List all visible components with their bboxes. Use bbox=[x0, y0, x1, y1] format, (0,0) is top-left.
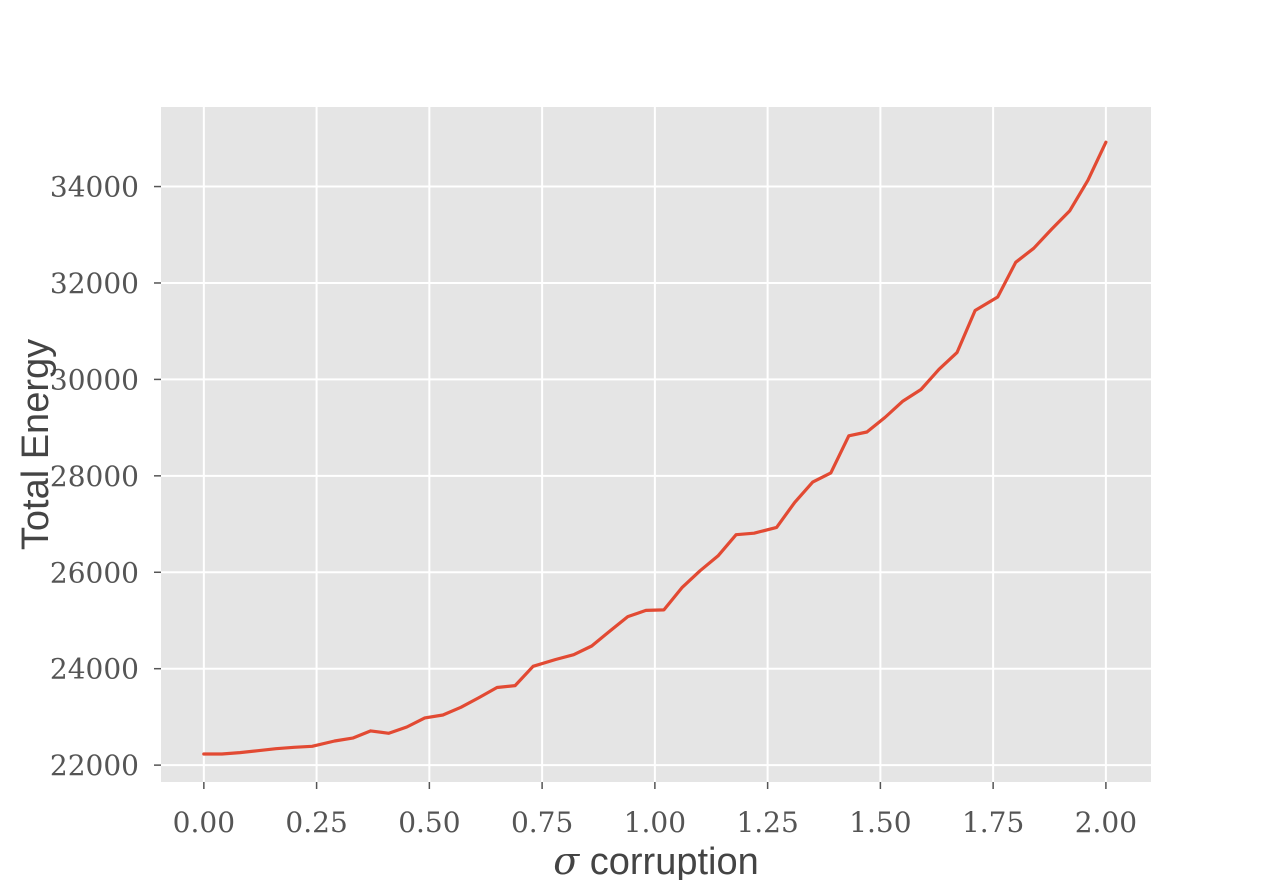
x-tick-label: 1.25 bbox=[736, 806, 798, 839]
y-axis-label: Total Energy bbox=[15, 339, 57, 550]
y-tick-label: 30000 bbox=[50, 363, 139, 396]
y-tick-label: 32000 bbox=[50, 267, 139, 300]
x-tick-label: 2.00 bbox=[1075, 806, 1137, 839]
x-tick-label: 1.50 bbox=[849, 806, 911, 839]
y-tick-label: 28000 bbox=[50, 460, 139, 493]
grid bbox=[161, 107, 1151, 782]
y-tick-label: 26000 bbox=[50, 556, 139, 589]
plot-area bbox=[161, 107, 1151, 782]
y-tick-label: 22000 bbox=[50, 749, 139, 782]
series-line bbox=[202, 140, 1108, 756]
x-axis-label: σ corruption bbox=[553, 839, 759, 880]
x-tick-label: 1.00 bbox=[624, 806, 686, 839]
y-tick-label: 34000 bbox=[50, 171, 139, 204]
x-tick-label: 0.50 bbox=[398, 806, 460, 839]
axis-ticks: 0.00 0.25 0.50 0.75 1.00 1.25 1.50 1.75 2.00 2200… bbox=[50, 171, 1137, 839]
x-tick-label: 1.75 bbox=[962, 806, 1024, 839]
x-tick-label: 0.25 bbox=[285, 806, 347, 839]
y-tick-label: 24000 bbox=[50, 653, 139, 686]
x-tick-label: 0.00 bbox=[173, 806, 235, 839]
x-tick-label: 0.75 bbox=[511, 806, 573, 839]
series-layer bbox=[202, 140, 1108, 756]
